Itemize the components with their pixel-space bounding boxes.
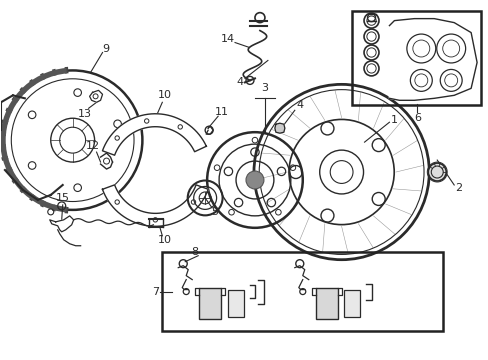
- Text: 4: 4: [236, 77, 243, 87]
- Text: 4: 4: [296, 100, 303, 110]
- Bar: [351, 11, 480, 105]
- Text: 8: 8: [191, 247, 198, 257]
- Polygon shape: [274, 123, 285, 133]
- Polygon shape: [102, 114, 206, 155]
- Text: 13: 13: [78, 109, 91, 119]
- Text: 7: 7: [151, 287, 159, 297]
- Circle shape: [427, 163, 446, 181]
- Bar: [199, 288, 221, 319]
- Text: 14: 14: [221, 33, 235, 44]
- Bar: [227, 289, 244, 318]
- Polygon shape: [89, 90, 102, 102]
- Bar: [343, 289, 359, 318]
- Text: 9: 9: [102, 44, 109, 54]
- Text: 6: 6: [413, 113, 420, 123]
- Circle shape: [245, 171, 264, 189]
- Text: 10: 10: [158, 235, 172, 245]
- Polygon shape: [50, 216, 74, 232]
- Text: 5: 5: [211, 207, 218, 217]
- Polygon shape: [102, 185, 208, 226]
- Text: 10: 10: [158, 90, 172, 100]
- Polygon shape: [388, 19, 476, 100]
- Text: 1: 1: [390, 115, 397, 125]
- Text: 3: 3: [261, 84, 268, 93]
- Text: 2: 2: [455, 183, 462, 193]
- Text: 12: 12: [85, 141, 100, 151]
- Bar: [315, 288, 337, 319]
- Text: 15: 15: [56, 193, 70, 203]
- Text: 11: 11: [215, 107, 228, 117]
- Bar: [162, 252, 442, 332]
